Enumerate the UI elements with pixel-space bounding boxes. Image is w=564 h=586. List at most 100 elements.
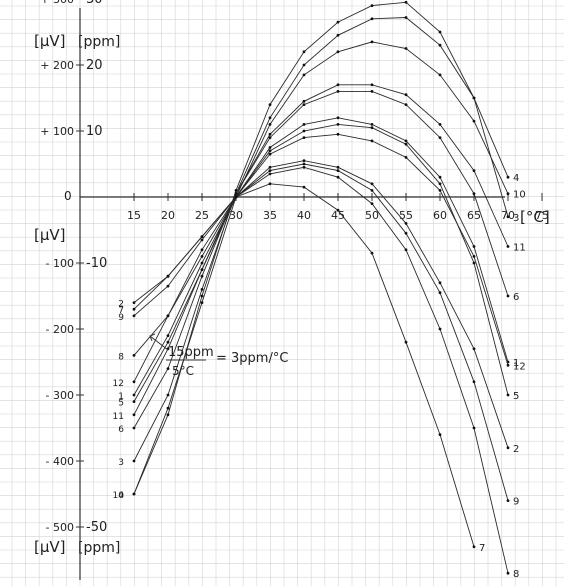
data-point <box>336 90 340 93</box>
data-point <box>302 123 306 126</box>
data-point <box>268 116 272 120</box>
data-point <box>302 73 306 77</box>
data-point <box>438 136 442 140</box>
uv-tick-label: + 100 <box>40 125 74 138</box>
series-start-label: 6 <box>118 425 124 435</box>
data-point <box>166 334 170 337</box>
series-end-label: 6 <box>513 292 519 303</box>
data-point <box>166 274 170 278</box>
ppm-tick-label: 10 <box>86 124 103 139</box>
ppm-tick-label: -50 <box>86 520 107 535</box>
data-point <box>200 235 204 239</box>
x-tick-label: 40 <box>297 209 311 222</box>
x-axis-label: [°C] <box>520 208 550 226</box>
data-point <box>302 165 306 169</box>
data-point <box>336 20 340 24</box>
series-end-label: 9 <box>513 497 519 508</box>
series-line-9 <box>133 163 509 501</box>
series-line-10 <box>133 41 509 495</box>
x-tick-label: 60 <box>433 209 447 222</box>
data-point <box>472 545 476 549</box>
data-point <box>336 132 340 136</box>
data-point <box>438 291 442 295</box>
series-line-4 <box>133 1 509 495</box>
data-point <box>268 123 272 126</box>
x-tick-label: 65 <box>467 209 481 222</box>
data-point <box>302 103 306 106</box>
data-point <box>370 40 374 44</box>
data-point <box>370 202 374 206</box>
series-start-label: 5 <box>118 399 124 409</box>
data-point <box>268 169 272 173</box>
data-point <box>438 43 442 47</box>
data-point <box>234 195 238 199</box>
y-axis-label-ppm-bottom: [ppm] <box>78 540 120 556</box>
data-point <box>472 96 476 100</box>
slope-annotation: 15ppm 5°C = 3ppm/°C <box>149 333 288 378</box>
data-point <box>166 340 170 344</box>
y-axis-label-uv-mid: [µV] <box>34 226 66 244</box>
data-point <box>132 380 136 384</box>
uv-tick-label: + 300 <box>40 0 74 6</box>
axes <box>79 8 505 580</box>
data-point <box>506 294 510 298</box>
data-point <box>336 33 340 37</box>
series-end-label: 12 <box>513 361 526 372</box>
data-point <box>472 245 476 248</box>
uv-tick-label: - 400 <box>46 455 74 468</box>
data-point <box>166 284 170 288</box>
data-point <box>200 261 204 265</box>
y-axis-label-ppm-top: [ppm] <box>78 34 120 50</box>
data-point <box>506 571 510 575</box>
uv-tick-label: - 200 <box>46 323 74 336</box>
data-point <box>438 175 442 179</box>
series-end-label: 7 <box>479 543 485 554</box>
data-point <box>268 146 272 149</box>
series-line-5 <box>133 123 509 402</box>
data-point <box>268 182 272 186</box>
data-point <box>302 63 306 67</box>
data-point <box>404 93 408 97</box>
x-tick-label: 50 <box>365 209 379 222</box>
data-point <box>132 400 136 403</box>
data-point <box>472 380 476 384</box>
data-point <box>370 189 374 192</box>
data-point <box>268 172 272 176</box>
data-point <box>506 446 510 450</box>
data-point <box>268 136 272 140</box>
data-point <box>336 169 340 173</box>
data-point <box>166 314 170 318</box>
data-point <box>132 459 136 463</box>
series-start-label: 2 <box>118 300 124 310</box>
uv-tick-label: + 200 <box>40 59 74 72</box>
data-point <box>166 406 170 410</box>
data-point <box>404 142 408 146</box>
series-start-label: 8 <box>118 352 124 362</box>
data-point <box>472 119 476 123</box>
data-point <box>302 50 306 54</box>
data-point <box>370 4 374 7</box>
x-tick-label: 20 <box>161 209 175 222</box>
data-point <box>336 208 340 212</box>
data-point <box>370 90 374 93</box>
data-point <box>506 363 510 367</box>
data-point <box>404 222 408 225</box>
data-point <box>472 261 476 265</box>
data-point <box>506 175 510 179</box>
data-point <box>302 136 306 140</box>
series-end-label: 4 <box>513 173 519 184</box>
uv-tick-label: - 500 <box>46 521 74 534</box>
data-point <box>472 426 476 430</box>
data-point <box>370 123 374 126</box>
data-point <box>506 499 510 502</box>
x-tick-label: 75 <box>535 209 549 222</box>
data-point <box>370 126 374 130</box>
data-point <box>506 192 510 196</box>
data-point <box>370 83 374 87</box>
data-point <box>132 314 136 318</box>
data-point <box>268 103 272 106</box>
ppm-tick-label: -10 <box>86 256 107 271</box>
series-start-label: 4 <box>118 491 124 501</box>
data-point <box>404 103 408 106</box>
